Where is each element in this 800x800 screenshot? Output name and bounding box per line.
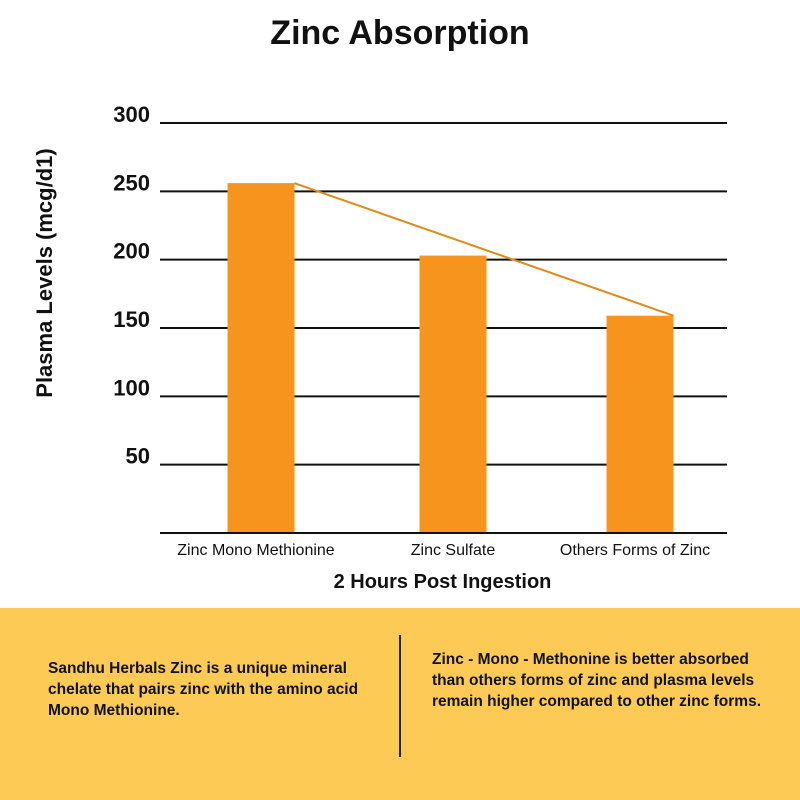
x-axis-label: 2 Hours Post Ingestion xyxy=(333,571,552,593)
x-tick-label: Zinc Sulfate xyxy=(411,542,496,559)
bar xyxy=(227,183,295,532)
info-left-text: Sandhu Herbals Zinc is a unique mineral … xyxy=(48,660,359,719)
bar xyxy=(606,315,674,532)
y-axis-label: Plasma Levels (mcg/d1) xyxy=(32,148,57,398)
chart-title: Zinc Absorption xyxy=(270,14,530,52)
bar xyxy=(419,255,487,533)
bar-chart: 50 100 150 200 250 300 Zinc Mono Methionine Zin… xyxy=(113,102,727,559)
trend-line xyxy=(294,182,674,317)
y-tick-label: 200 xyxy=(113,239,150,264)
x-tick-label: Others Forms of Zinc xyxy=(560,542,710,559)
divider xyxy=(399,635,401,757)
y-tick-label: 150 xyxy=(113,307,150,332)
y-tick-label: 300 xyxy=(113,102,150,127)
y-tick-label: 100 xyxy=(113,375,150,400)
info-panel: Sandhu Herbals Zinc is a unique mineral … xyxy=(0,608,800,800)
y-tick-label: 50 xyxy=(126,444,150,469)
info-right-text: Zinc - Mono - Methonine is better absorb… xyxy=(432,651,762,710)
x-tick-label: Zinc Mono Methionine xyxy=(177,542,335,559)
y-tick-label: 250 xyxy=(113,170,150,195)
